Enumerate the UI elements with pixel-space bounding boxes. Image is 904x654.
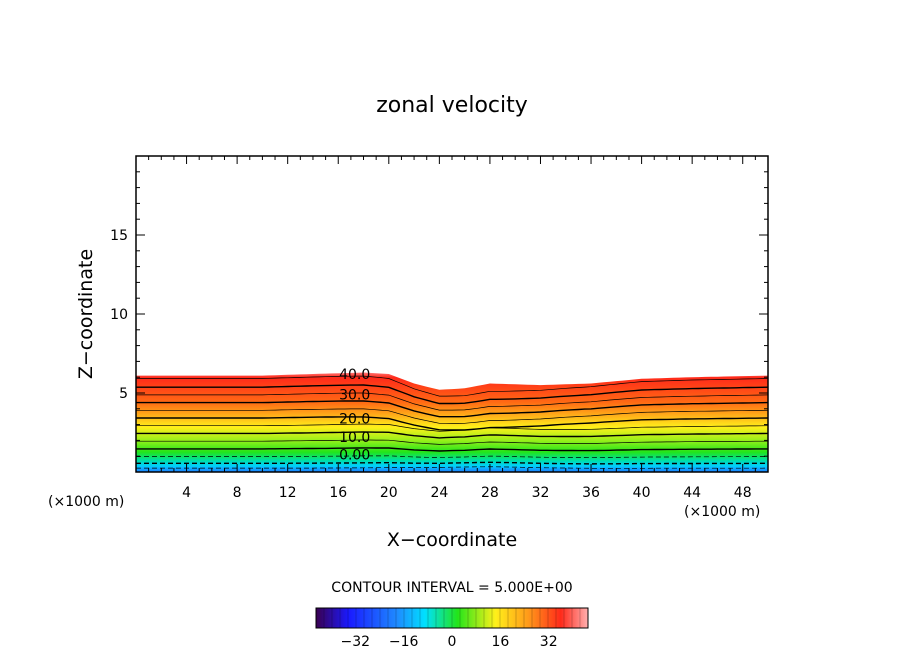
colorbar-ticks: −32 −16 0 16 32 [341,634,558,650]
x-axis-label: X−coordinate [387,529,517,551]
x-tick-label: 12 [279,485,297,501]
x-tick-label: 24 [430,485,448,501]
contour-interval-text: CONTOUR INTERVAL = 5.000E+00 [331,580,572,596]
y-tick-label: 5 [119,386,128,402]
y-tick-label: 15 [110,228,128,244]
contour-line [136,375,768,397]
contour-line [136,392,768,411]
x-tick-label: 4 [182,485,191,501]
velocity-field [136,372,768,472]
x-unit-right: (×1000 m) [684,504,760,520]
contour-line [136,416,768,431]
contour-line [136,466,768,469]
x-tick-label: 36 [582,485,600,501]
contour-label: 20.0 [339,411,370,427]
contour-labels: 40.0 30.0 20.0 10.0 0.00 [339,367,370,464]
colorbar-tick-label: −16 [389,634,419,650]
velocity-fill [136,372,768,472]
x-tick-label: 44 [683,485,701,501]
x-tick-label: 40 [633,485,651,501]
contour-label: 30.0 [339,388,370,404]
colorbar-tick-label: 0 [448,634,457,650]
contour-line [136,408,768,424]
contour-line [136,431,768,439]
contour-label: 0.00 [339,448,370,464]
x-unit-left: (×1000 m) [48,494,124,510]
x-tick-label: 48 [734,485,752,501]
contour-line [136,400,768,418]
contour-line [136,461,768,465]
x-tick-label: 16 [329,485,347,501]
contour-lines [136,375,768,469]
contour-line [136,439,768,445]
x-tick-label: 20 [380,485,398,501]
x-tick-label: 32 [532,485,550,501]
colorbar-tick-label: 16 [491,634,509,650]
colorbar-tick-label: 32 [540,634,558,650]
y-tick-label: 10 [110,307,128,323]
y-axis-label: Z−coordinate [75,249,97,379]
colorbar-tick-label: −32 [341,634,371,650]
contour-line [136,447,768,452]
x-tick-label: 8 [233,485,242,501]
contour-line [136,423,768,432]
x-tick-label: 28 [481,485,499,501]
y-axis-ticks: 5 10 15 [110,171,768,457]
colorbar-stripes [323,608,581,628]
contour-line [136,384,768,405]
contour-line [136,455,768,459]
contour-label: 40.0 [339,367,370,383]
x-axis-ticks: 4 8 12 16 20 24 28 32 36 40 44 48 [148,156,756,501]
chart-title: zonal velocity [376,93,528,118]
contour-label: 10.0 [339,430,370,446]
